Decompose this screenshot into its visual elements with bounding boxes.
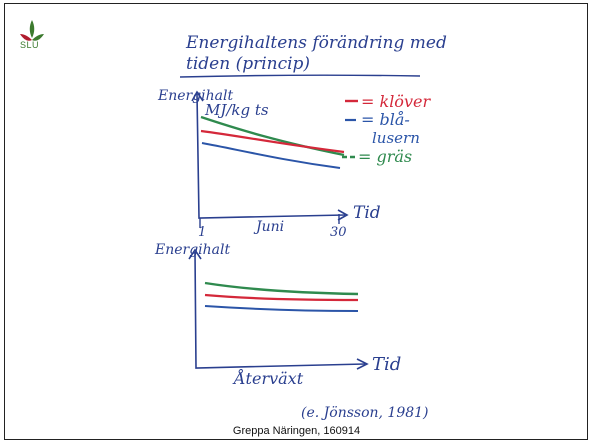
curve-gras-bottom — [204, 281, 359, 296]
legend-label-bla: = blå- — [361, 110, 410, 129]
legend-label-klover: = klöver — [361, 92, 431, 111]
top-x-tick-start: 1 — [198, 225, 206, 240]
top-x-arrowhead — [337, 209, 349, 221]
top-x-tick-end: 30 — [330, 225, 347, 240]
bottom-x-mid-label: Återväxt — [232, 368, 304, 388]
top-yunit: MJ/kg ts — [204, 101, 269, 119]
bottom-y-arrowhead — [188, 248, 202, 260]
footer-text: Greppa Näringen, 160914 — [232, 425, 361, 437]
curve-lusern-top — [201, 142, 341, 169]
bottom-ylabel: Energihalt — [154, 242, 230, 258]
legend-label-gras: = gräs — [358, 147, 412, 166]
curve-gras-top — [200, 115, 345, 157]
top-y-arrowhead — [191, 90, 204, 102]
source-citation: (e. Jönsson, 1981) — [301, 405, 429, 421]
bottom-xlabel: Tid — [372, 354, 401, 375]
logo-text: SLU — [20, 40, 40, 50]
slu-logo-icon — [20, 20, 44, 41]
curve-klover-top — [200, 129, 345, 154]
curve-lusern-bottom — [204, 305, 359, 312]
bottom-x-arrowhead — [356, 358, 369, 370]
curve-klover-bottom — [204, 293, 359, 302]
legend-label-lusern: lusern — [372, 129, 420, 147]
title-line-2: tiden (princip) — [186, 54, 310, 74]
top-ylabel: Energihalt — [157, 88, 233, 104]
bottom-chart-axes — [194, 251, 366, 369]
top-x-mid-label: Juni — [253, 219, 284, 235]
top-xlabel: Tid — [353, 203, 381, 223]
title-underline — [179, 74, 421, 78]
title-line-1: Energihaltens förändring med — [185, 33, 447, 53]
top-chart-axes — [196, 93, 346, 219]
